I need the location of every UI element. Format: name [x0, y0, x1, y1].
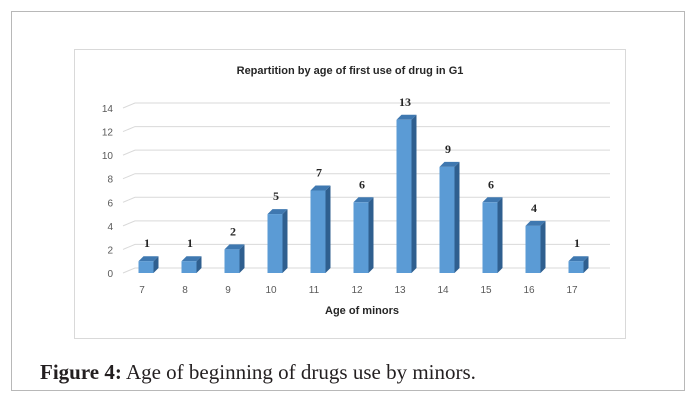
x-tick-label: 15	[480, 285, 492, 296]
bar-side	[153, 256, 159, 273]
bar	[181, 261, 197, 273]
x-tick-label: 17	[566, 285, 578, 296]
x-tick-label: 10	[265, 285, 277, 296]
x-tick-label: 9	[225, 285, 231, 296]
chart-area: Repartition by age of first use of drug …	[74, 49, 626, 339]
bar-side	[325, 185, 331, 273]
bar-top	[224, 244, 245, 250]
bar	[525, 225, 541, 273]
x-tick-label: 14	[437, 285, 449, 296]
y-tick-label: 0	[107, 269, 113, 280]
bar-side	[368, 197, 374, 273]
bar-side	[282, 209, 288, 273]
y-tick-label: 2	[107, 245, 113, 256]
data-label: 5	[273, 189, 279, 203]
data-label: 1	[574, 236, 580, 250]
data-label: 13	[399, 95, 411, 109]
data-label: 7	[316, 166, 322, 180]
y-tick-label: 8	[107, 175, 113, 186]
bar	[310, 190, 326, 273]
caption-label: Figure 4:	[40, 360, 122, 384]
bar	[568, 261, 584, 273]
y-tick-label: 14	[102, 104, 114, 115]
x-tick-label: 11	[309, 285, 320, 296]
bar-side	[196, 256, 202, 273]
y-tick-label: 6	[107, 198, 113, 209]
y-tick-label: 12	[102, 128, 114, 139]
gridline	[122, 173, 610, 180]
bar-top	[353, 197, 374, 203]
bar-top	[396, 114, 417, 120]
bar	[482, 202, 498, 273]
bar-top	[525, 220, 546, 226]
bar	[267, 214, 283, 273]
figure-frame	[11, 11, 685, 391]
x-tick-label: 12	[351, 285, 363, 296]
bar	[224, 249, 240, 273]
bar-top	[482, 197, 503, 203]
caption-text: Age of beginning of drugs use by minors.	[121, 360, 476, 384]
gridline	[122, 149, 610, 156]
data-label: 1	[187, 236, 193, 250]
bar-side	[497, 197, 503, 273]
bar-top	[568, 256, 589, 262]
x-tick-label: 7	[139, 285, 145, 296]
bar-side	[540, 220, 546, 273]
data-label: 6	[488, 177, 494, 191]
x-axis-label: Age of minors	[325, 305, 399, 317]
gridline	[122, 102, 610, 109]
x-tick-label: 16	[523, 285, 535, 296]
bar-chart: Repartition by age of first use of drug …	[102, 65, 610, 317]
data-label: 4	[531, 201, 537, 215]
bar-side	[583, 256, 589, 273]
y-tick-label: 10	[102, 151, 114, 162]
x-tick-label: 13	[394, 285, 406, 296]
bar-side	[454, 161, 460, 273]
bar	[396, 119, 412, 274]
bar	[439, 166, 455, 273]
gridline	[122, 126, 610, 133]
bar-top	[267, 209, 288, 215]
bar-side	[411, 114, 417, 274]
x-tick-label: 8	[182, 285, 188, 296]
data-label: 9	[445, 142, 451, 156]
y-tick-label: 4	[107, 222, 113, 233]
bar	[138, 261, 154, 273]
data-label: 6	[359, 177, 365, 191]
data-label: 2	[230, 224, 236, 238]
figure-caption: Figure 4: Age of beginning of drugs use …	[40, 360, 476, 385]
chart-title: Repartition by age of first use of drug …	[237, 65, 464, 77]
bar-side	[239, 244, 245, 273]
bar-top	[138, 256, 159, 262]
bar-top	[310, 185, 331, 191]
bar-top	[439, 161, 460, 167]
data-label: 1	[144, 236, 150, 250]
bar-top	[181, 256, 202, 262]
bar	[353, 202, 369, 273]
